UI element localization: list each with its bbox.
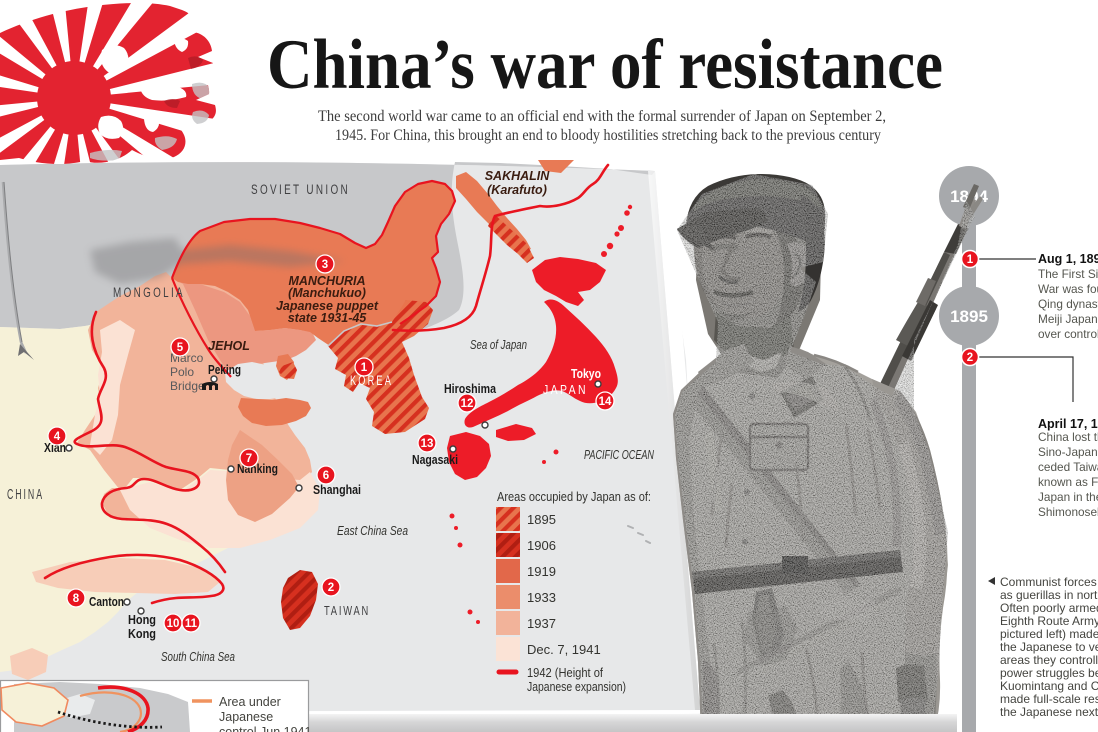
svg-text:ceded Taiwan, also: ceded Taiwan, also bbox=[1038, 460, 1098, 474]
svg-text:Area under: Area under bbox=[219, 695, 281, 709]
svg-text:Japanese: Japanese bbox=[219, 710, 273, 724]
svg-text:over control of Korea: over control of Korea bbox=[1038, 327, 1098, 341]
svg-text:The First Sino-Japanese: The First Sino-Japanese bbox=[1038, 267, 1098, 281]
svg-text:Often poorly armed, bu: Often poorly armed, bu bbox=[1000, 601, 1098, 615]
svg-text:1: 1 bbox=[361, 362, 368, 374]
svg-text:Shimonoseki: Shimonoseki bbox=[1038, 505, 1098, 519]
svg-text:Qing dynasty China and: Qing dynasty China and bbox=[1038, 297, 1098, 311]
svg-text:1942 (Height of: 1942 (Height of bbox=[527, 665, 603, 680]
svg-text:areas they controlled. B: areas they controlled. B bbox=[1000, 653, 1098, 667]
svg-text:Shanghai: Shanghai bbox=[313, 483, 361, 497]
svg-text:MONGOLIA: MONGOLIA bbox=[113, 285, 185, 300]
svg-text:The second world war came to a: The second world war came to an official… bbox=[318, 108, 886, 125]
svg-text:Japanese puppet: Japanese puppet bbox=[276, 299, 379, 313]
svg-text:(Karafuto): (Karafuto) bbox=[487, 183, 547, 197]
svg-text:Dec. 7, 1941: Dec. 7, 1941 bbox=[527, 642, 601, 657]
svg-text:14: 14 bbox=[599, 396, 612, 408]
svg-text:KOREA: KOREA bbox=[350, 373, 393, 388]
svg-text:East China Sea: East China Sea bbox=[337, 524, 408, 538]
svg-text:6: 6 bbox=[323, 470, 329, 482]
svg-text:Peking: Peking bbox=[208, 363, 241, 377]
svg-text:Eighth Route Army (cap: Eighth Route Army (cap bbox=[1000, 614, 1098, 628]
svg-text:Aug 1, 1894: Aug 1, 1894 bbox=[1038, 252, 1098, 266]
svg-text:1933: 1933 bbox=[527, 590, 556, 605]
svg-text:(Manchukuo): (Manchukuo) bbox=[288, 286, 366, 300]
svg-text:made full-scale resistan: made full-scale resistan bbox=[1000, 692, 1098, 706]
svg-text:PACIFIC OCEAN: PACIFIC OCEAN bbox=[584, 448, 655, 462]
svg-text:Japanese expansion): Japanese expansion) bbox=[527, 679, 626, 694]
svg-text:China’s war of resistance: China’s war of resistance bbox=[267, 26, 943, 104]
svg-text:state 1931-45: state 1931-45 bbox=[288, 311, 368, 325]
svg-text:8: 8 bbox=[73, 593, 80, 605]
svg-text:Nagasaki: Nagasaki bbox=[412, 453, 458, 467]
svg-text:China lost the First: China lost the First bbox=[1038, 430, 1098, 444]
svg-text:7: 7 bbox=[246, 453, 252, 465]
svg-text:Tokyo: Tokyo bbox=[571, 367, 601, 381]
svg-text:War was fought between: War was fought between bbox=[1038, 282, 1098, 296]
svg-text:5: 5 bbox=[177, 342, 184, 354]
svg-text:Bridge: Bridge bbox=[170, 379, 205, 393]
svg-text:power struggles betwee: power struggles betwee bbox=[1000, 666, 1098, 680]
svg-text:as guerillas in northern C: as guerillas in northern C bbox=[1000, 588, 1098, 602]
svg-text:1895: 1895 bbox=[527, 512, 556, 527]
svg-text:1906: 1906 bbox=[527, 538, 556, 553]
svg-text:Sino-Japanese war and: Sino-Japanese war and bbox=[1038, 445, 1098, 459]
svg-text:MANCHURIA: MANCHURIA bbox=[288, 274, 365, 288]
svg-text:Japan in the Treaty of: Japan in the Treaty of bbox=[1038, 490, 1098, 504]
svg-text:TAIWAN: TAIWAN bbox=[324, 604, 370, 618]
svg-text:1895: 1895 bbox=[950, 307, 988, 326]
svg-text:Kuomintang and Comm: Kuomintang and Comm bbox=[1000, 679, 1098, 693]
svg-text:the Japanese to venture: the Japanese to venture bbox=[1000, 640, 1098, 654]
svg-text:12: 12 bbox=[461, 398, 474, 410]
svg-text:2: 2 bbox=[328, 582, 334, 594]
svg-text:Sea of Japan: Sea of Japan bbox=[470, 338, 527, 352]
svg-text:control Jun 1941: control Jun 1941 bbox=[219, 725, 311, 732]
svg-text:JEHOL: JEHOL bbox=[208, 339, 250, 353]
svg-text:4: 4 bbox=[54, 431, 61, 443]
svg-text:Communist forces mostly: Communist forces mostly bbox=[1000, 575, 1098, 589]
svg-text:2: 2 bbox=[967, 352, 973, 364]
svg-text:1919: 1919 bbox=[527, 564, 556, 579]
svg-text:known as Formosa, to: known as Formosa, to bbox=[1038, 475, 1098, 489]
svg-text:Meiji Japan, primarily: Meiji Japan, primarily bbox=[1038, 312, 1098, 326]
svg-text:1937: 1937 bbox=[527, 616, 556, 631]
svg-text:Areas occupied by Japan as of:: Areas occupied by Japan as of: bbox=[497, 489, 651, 504]
svg-text:1: 1 bbox=[967, 254, 974, 266]
svg-text:SOVIET UNION: SOVIET UNION bbox=[251, 182, 350, 197]
svg-text:Hong: Hong bbox=[128, 613, 156, 627]
svg-text:South China Sea: South China Sea bbox=[161, 650, 235, 664]
svg-text:Kong: Kong bbox=[128, 627, 156, 641]
svg-text:pictured left) made it d: pictured left) made it d bbox=[1000, 627, 1098, 641]
svg-text:13: 13 bbox=[421, 438, 434, 450]
svg-text:3: 3 bbox=[322, 259, 328, 271]
svg-text:JAPAN: JAPAN bbox=[543, 382, 588, 397]
svg-text:SAKHALIN: SAKHALIN bbox=[485, 169, 551, 183]
svg-text:Polo: Polo bbox=[170, 365, 194, 379]
svg-text:10: 10 bbox=[167, 618, 180, 630]
svg-text:Hiroshima: Hiroshima bbox=[444, 382, 497, 396]
svg-text:the Japanese next to im: the Japanese next to im bbox=[1000, 705, 1098, 719]
svg-text:April 17, 1895: April 17, 1895 bbox=[1038, 417, 1098, 431]
svg-text:1945. For China, this brought: 1945. For China, this brought an end to … bbox=[335, 127, 881, 144]
svg-text:11: 11 bbox=[185, 618, 198, 630]
svg-text:CHINA: CHINA bbox=[7, 487, 44, 503]
svg-text:Canton: Canton bbox=[89, 595, 124, 609]
